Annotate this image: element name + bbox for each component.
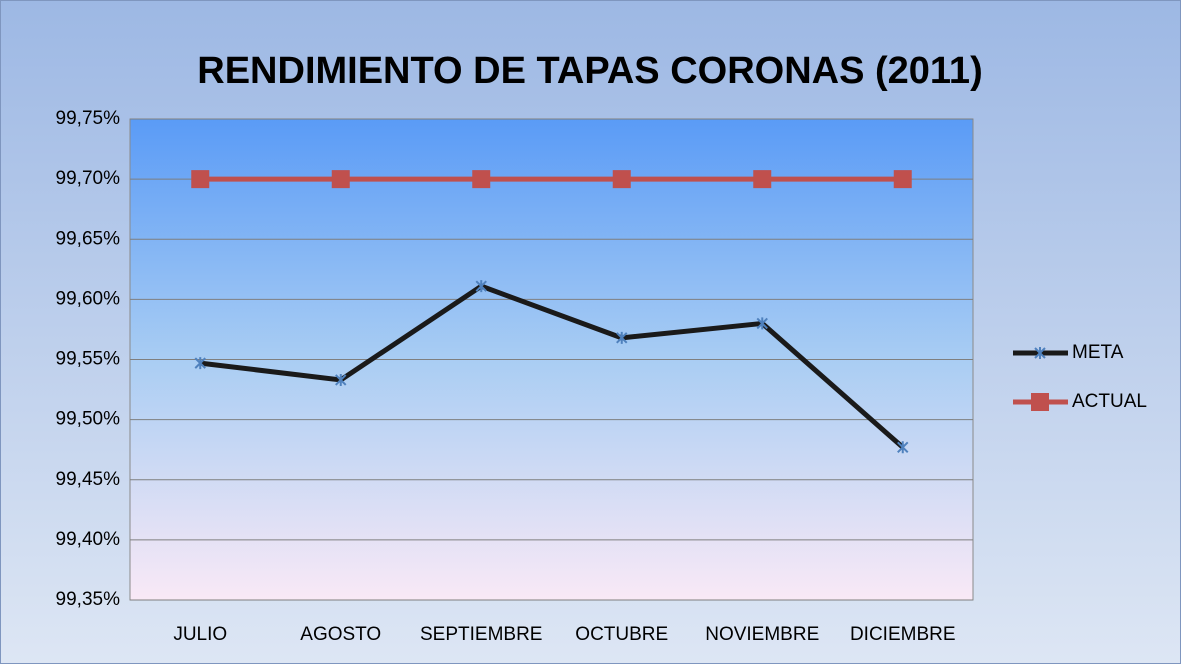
legend-label: ACTUAL (1072, 391, 1147, 412)
data-point (616, 331, 628, 344)
x-tick-label: AGOSTO (300, 624, 381, 645)
data-point (331, 170, 350, 189)
y-tick-label: 99,70% (56, 168, 121, 189)
y-tick-label: 99,55% (56, 349, 121, 370)
data-point (472, 170, 491, 189)
x-tick-label: JULIO (173, 624, 227, 645)
chart-title: RENDIMIENTO DE TAPAS CORONAS (2011) (197, 50, 982, 92)
series-line (199, 283, 905, 450)
y-tick-label: 99,35% (56, 589, 121, 610)
legend-marker (1031, 393, 1049, 411)
data-point (756, 317, 768, 330)
x-tick-label: SEPTIEMBRE (420, 624, 542, 645)
legend-label: META (1072, 342, 1124, 363)
x-tick-label: NOVIEMBRE (705, 624, 819, 645)
data-point (191, 170, 210, 189)
y-tick-label: 99,40% (56, 529, 121, 550)
y-tick-label: 99,45% (56, 469, 121, 490)
data-point (897, 441, 909, 454)
legend-marker (1034, 347, 1046, 359)
data-point (893, 170, 912, 189)
data-point (753, 170, 772, 189)
data-point (335, 373, 347, 386)
y-tick-label: 99,50% (56, 409, 121, 430)
data-point (194, 357, 206, 370)
y-tick-label: 99,60% (56, 288, 121, 309)
x-tick-label: DICIEMBRE (850, 624, 956, 645)
data-point (475, 280, 487, 293)
x-tick-label: OCTUBRE (575, 624, 668, 645)
data-point (612, 170, 631, 189)
y-tick-label: 99,65% (56, 228, 121, 249)
y-tick-label: 99,75% (56, 108, 121, 129)
